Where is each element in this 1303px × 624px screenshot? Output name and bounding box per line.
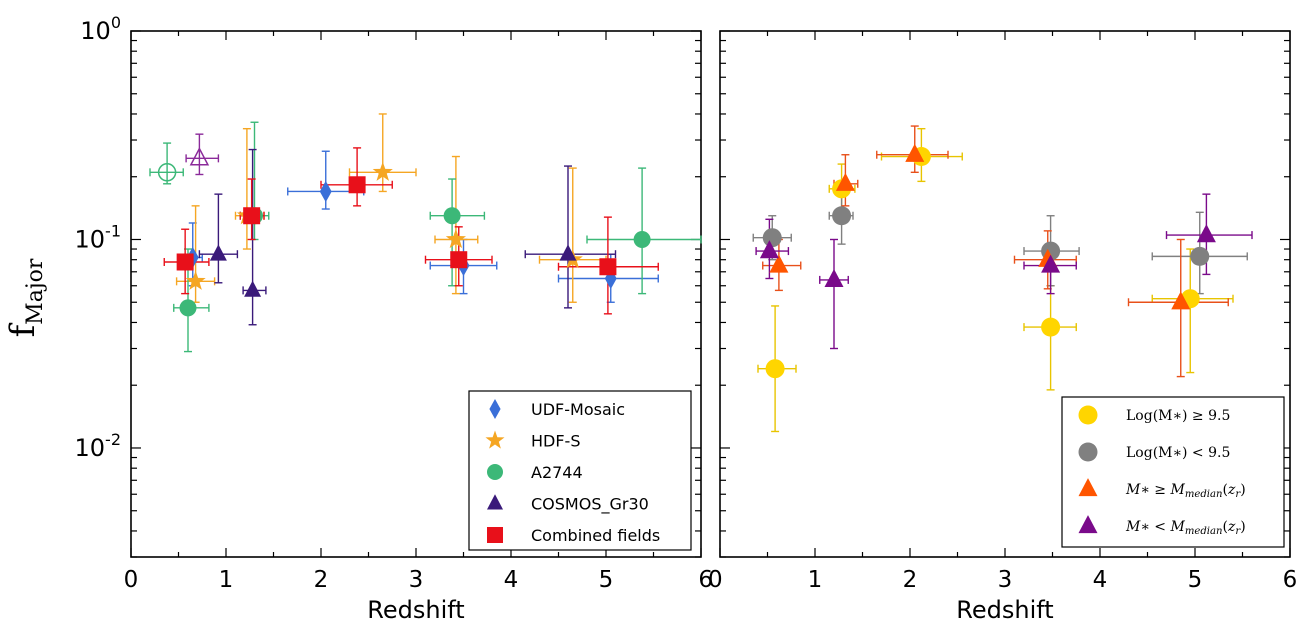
- data-point: [762, 228, 782, 248]
- data-point: [1041, 317, 1061, 337]
- legend-marker: [1078, 405, 1098, 425]
- markers-combined-fields: [176, 176, 617, 276]
- x-tick-label: 0: [708, 567, 723, 593]
- x-axis-label: Redshift: [956, 596, 1053, 624]
- data-point: [445, 228, 466, 249]
- x-tick-label: 1: [808, 567, 823, 593]
- data-point: [765, 359, 785, 379]
- legend-label: UDF-Mosaic: [531, 400, 625, 419]
- legend-label: M∗ ≥ Mmedian(zr): [1125, 482, 1246, 500]
- x-axis-label: Redshift: [367, 596, 464, 624]
- x-tick-label: 3: [998, 567, 1013, 593]
- legend-frame: [1061, 396, 1285, 548]
- data-point: [443, 207, 461, 225]
- x-tick-label: 5: [599, 567, 614, 593]
- legend-frame: [468, 390, 692, 551]
- legend-marker: [489, 399, 501, 419]
- data-point: [1196, 224, 1216, 243]
- y-tick-label: 10-2: [75, 430, 122, 462]
- legend-label: Combined fields: [531, 526, 660, 545]
- legend-marker: [1078, 515, 1098, 534]
- data-point: [243, 207, 261, 225]
- data-point: [189, 146, 210, 166]
- data-point: [633, 230, 651, 248]
- left-panel: 0 1 2 3 4 5 6 100 10-1 10-2 Redshift UDF-Mosaic HDF-…: [75, 13, 714, 624]
- data-point: [179, 299, 197, 317]
- x-tick-label: 5: [1188, 567, 1203, 593]
- legend-label: A2744: [531, 463, 583, 482]
- x-tick-label: 0: [124, 567, 139, 593]
- x-tick-label: 6: [1283, 567, 1298, 593]
- legend-label: M∗ < Mmedian(zr): [1125, 519, 1246, 537]
- legend-marker: [487, 464, 503, 480]
- data-point: [832, 206, 852, 226]
- x-tick-label: 4: [504, 567, 519, 593]
- data-point: [1190, 246, 1210, 266]
- x-tick-label: 3: [409, 567, 424, 593]
- data-point: [209, 244, 227, 261]
- data-point: [824, 268, 844, 288]
- x-tick-label: 2: [314, 567, 329, 593]
- legend-marker: [487, 494, 503, 510]
- legend-marker: [485, 430, 505, 449]
- x-tick-label: 1: [219, 567, 234, 593]
- x-tick-label: 2: [903, 567, 918, 593]
- legend: Log(M∗) ≥ 9.5 Log(M∗) < 9.5 M∗ ≥ Mmedian(z…: [1061, 396, 1285, 548]
- x-tick-label: 4: [1093, 567, 1108, 593]
- x-tick-label: 6: [698, 567, 713, 593]
- legend-label: Log(M∗) < 9.5: [1126, 445, 1230, 461]
- data-point: [157, 163, 177, 182]
- y-tick-label: 10-1: [75, 221, 122, 253]
- y-axis-label: fMajor: [3, 258, 48, 337]
- data-point: [1041, 254, 1061, 273]
- legend-marker: [487, 527, 503, 543]
- data-point: [1171, 291, 1191, 310]
- data-point: [769, 254, 789, 273]
- legend-marker: [1078, 442, 1098, 462]
- data-point: [559, 244, 577, 261]
- legend-label: Log(M∗) ≥ 9.5: [1126, 408, 1230, 424]
- y-tick-label: 100: [80, 13, 121, 45]
- legend-label: COSMOS_Gr30: [531, 495, 649, 515]
- data-point: [176, 253, 194, 271]
- markers-cosmos-gr30: [189, 146, 577, 297]
- data-point: [185, 270, 206, 290]
- data-point: [599, 258, 617, 276]
- legend-marker: [1078, 478, 1098, 497]
- legend-label: HDF-S: [531, 432, 580, 451]
- data-point: [372, 161, 393, 181]
- markers-m-mmedian-zr-: [759, 224, 1216, 288]
- data-point: [319, 180, 332, 203]
- data-point: [244, 280, 262, 297]
- data-point: [835, 172, 855, 191]
- data-point: [348, 176, 366, 194]
- legend: UDF-Mosaic HDF-S A2744 COSMOS_Gr30 Combined …: [468, 390, 692, 551]
- data-point: [905, 143, 925, 162]
- right-panel: 0 1 2 3 4 5 6 Redshift Log(M∗) ≥ 9.5 Log(M∗) < 9.…: [708, 30, 1298, 624]
- data-point: [450, 251, 468, 269]
- data-point: [759, 240, 779, 259]
